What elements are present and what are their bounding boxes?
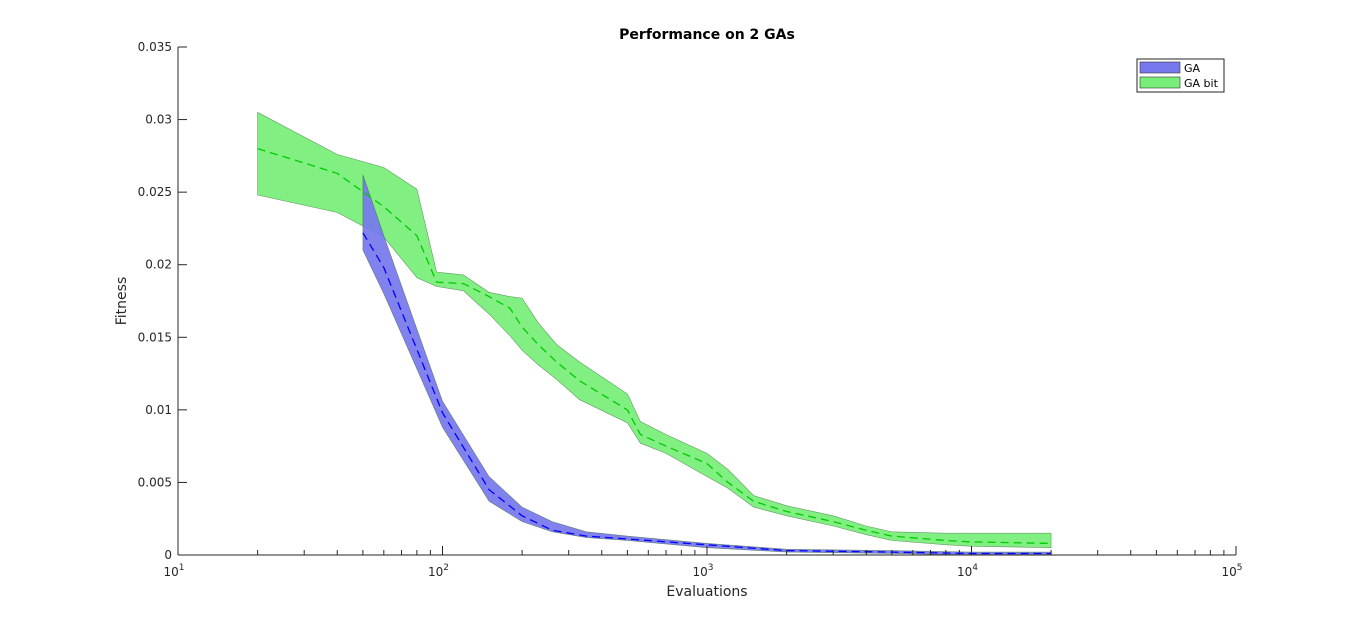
y-tick-label: 0.01: [145, 403, 172, 417]
legend-swatch-ga: [1139, 61, 1181, 74]
x-tick-label: 104: [957, 563, 978, 579]
y-tick-label: 0.035: [138, 40, 172, 54]
x-tick-label: 105: [1221, 563, 1242, 579]
legend-label-ga: GA: [1184, 62, 1201, 75]
chart-title: Performance on 2 GAs: [619, 27, 795, 43]
legend-label-ga-bit: GA bit: [1184, 77, 1219, 90]
mean-line-ga-bit: [257, 147, 1052, 545]
y-tick-label: 0.005: [138, 475, 172, 489]
y-tick-label: 0.015: [138, 330, 172, 344]
x-tick-label: 103: [692, 563, 713, 579]
axes: 0 0.005 0.01 0.015 0.02 0.025 0.03 0.035 101 102 1…: [138, 40, 1243, 579]
y-tick-label: 0: [164, 548, 172, 562]
y-axis-title: Fitness: [114, 277, 130, 326]
y-tick-label: 0.03: [145, 113, 172, 127]
legend-swatch-ga-bit: [1139, 76, 1181, 89]
legend: GA GA bit: [1136, 58, 1225, 93]
y-tick-label: 0.02: [145, 258, 172, 272]
band-ga-bit: [257, 111, 1052, 549]
x-axis-title: Evaluations: [666, 584, 747, 600]
y-tick-label: 0.025: [138, 185, 172, 199]
x-tick-label: 101: [163, 563, 184, 579]
x-tick-label: 102: [428, 563, 449, 579]
